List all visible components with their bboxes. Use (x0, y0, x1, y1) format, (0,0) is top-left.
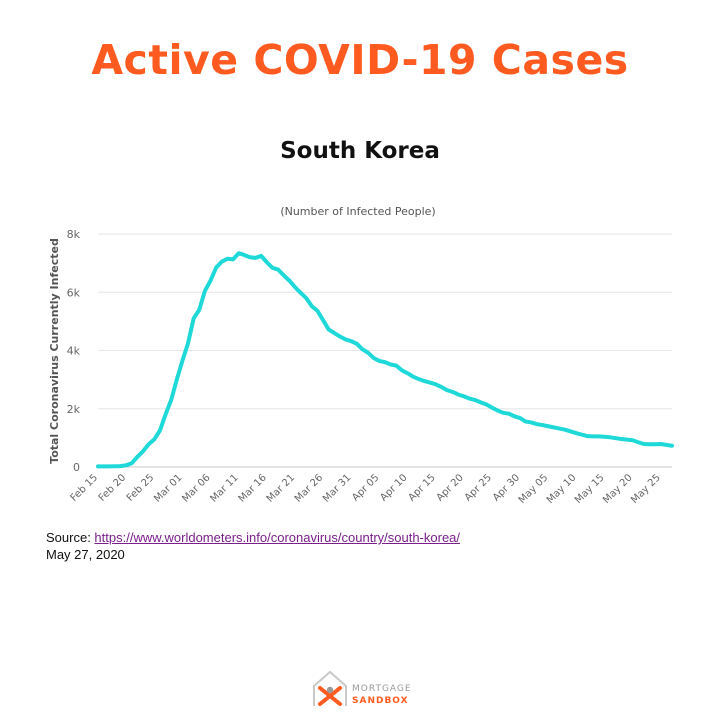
y-tick-label: 6k (67, 286, 81, 299)
logo-line-1: MORTGAGE (352, 684, 412, 694)
x-tick-label: Mar 06 (180, 472, 212, 504)
x-tick-label: Feb 25 (125, 472, 157, 504)
x-tick-label: Mar 26 (293, 472, 325, 504)
y-tick-label: 0 (73, 461, 80, 474)
y-tick-label: 2k (67, 403, 81, 416)
x-tick-label: Mar 11 (208, 472, 240, 504)
y-tick-label: 8k (67, 228, 81, 241)
x-tick-label: Apr 10 (378, 472, 409, 503)
x-tick-label: Feb 20 (97, 472, 129, 504)
source-prefix: Source: (46, 530, 95, 545)
logo-line-2: SANDBOX (352, 696, 409, 706)
logo-wordmark: MORTGAGE SANDBOX (352, 683, 412, 707)
x-tick-label: May 10 (545, 472, 579, 506)
source-date: May 27, 2020 (46, 547, 125, 562)
x-tick-label: Apr 25 (463, 472, 494, 503)
chart-subtitle: (Number of Infected People) (280, 205, 435, 218)
x-tick-label: Apr 15 (407, 472, 438, 503)
x-tick-label: Mar 31 (321, 472, 353, 504)
x-tick-label: Mar 21 (265, 472, 297, 504)
y-tick-label: 4k (67, 345, 81, 358)
series-line-active-cases (96, 251, 674, 469)
x-tick-label: May 05 (517, 472, 551, 506)
chart-region-title: South Korea (280, 138, 440, 164)
page-title: Active COVID-19 Cases (91, 36, 629, 84)
x-tick-label: May 20 (601, 472, 635, 506)
x-tick-label: Mar 16 (237, 472, 269, 504)
x-tick-label: Feb 15 (69, 472, 101, 504)
x-tick-label: May 25 (629, 472, 663, 506)
x-tick-label: Apr 20 (435, 472, 466, 503)
x-tick-label: Apr 05 (350, 472, 381, 503)
y-axis-label: Total Coronavirus Currently Infected (48, 238, 61, 464)
x-tick-label: May 15 (573, 472, 607, 506)
mortgage-sandbox-logo (313, 670, 347, 706)
x-tick-label: Mar 01 (152, 472, 184, 504)
source-link[interactable]: https://www.worldometers.info/coronaviru… (94, 530, 461, 545)
line-chart: (Number of Infected People) Total Corona… (48, 205, 674, 506)
logo-x-icon (318, 686, 342, 706)
source-note: Source: https://www.worldometers.info/co… (46, 529, 460, 563)
